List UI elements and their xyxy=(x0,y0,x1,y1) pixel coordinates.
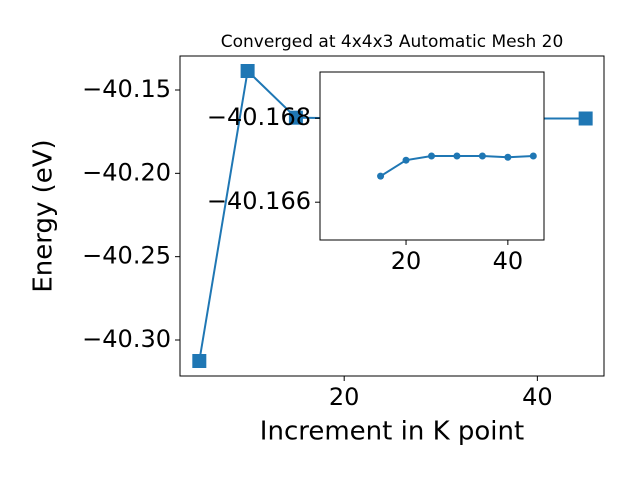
marker xyxy=(427,152,435,160)
y-tick-label: −40.166 xyxy=(207,187,311,215)
x-tick-label: 20 xyxy=(391,247,422,275)
x-tick-label: 40 xyxy=(522,383,553,411)
y-tick-label: −40.15 xyxy=(82,75,171,103)
marker xyxy=(529,152,537,160)
x-axis-label: Increment in K point xyxy=(260,417,524,447)
marker xyxy=(453,152,461,160)
marker xyxy=(578,111,593,126)
y-axis-label: Energy (eV) xyxy=(29,139,59,292)
x-tick-label: 20 xyxy=(329,383,360,411)
series xyxy=(377,152,537,180)
plot-frame xyxy=(179,55,605,377)
y-tick-label: −40.168 xyxy=(207,103,311,131)
marker xyxy=(192,354,207,368)
marker xyxy=(240,64,255,78)
y-tick-label: −40.25 xyxy=(82,242,171,270)
plot-frame xyxy=(319,71,545,241)
marker xyxy=(402,156,410,164)
chart-title: Converged at 4x4x3 Automatic Mesh 20 xyxy=(221,32,564,52)
marker xyxy=(504,153,512,161)
marker xyxy=(377,172,385,180)
y-tick-label: −40.20 xyxy=(82,158,171,186)
marker xyxy=(288,110,303,125)
x-tick-label: 40 xyxy=(493,247,524,275)
y-tick-label: −40.30 xyxy=(82,325,171,353)
marker xyxy=(478,152,486,160)
